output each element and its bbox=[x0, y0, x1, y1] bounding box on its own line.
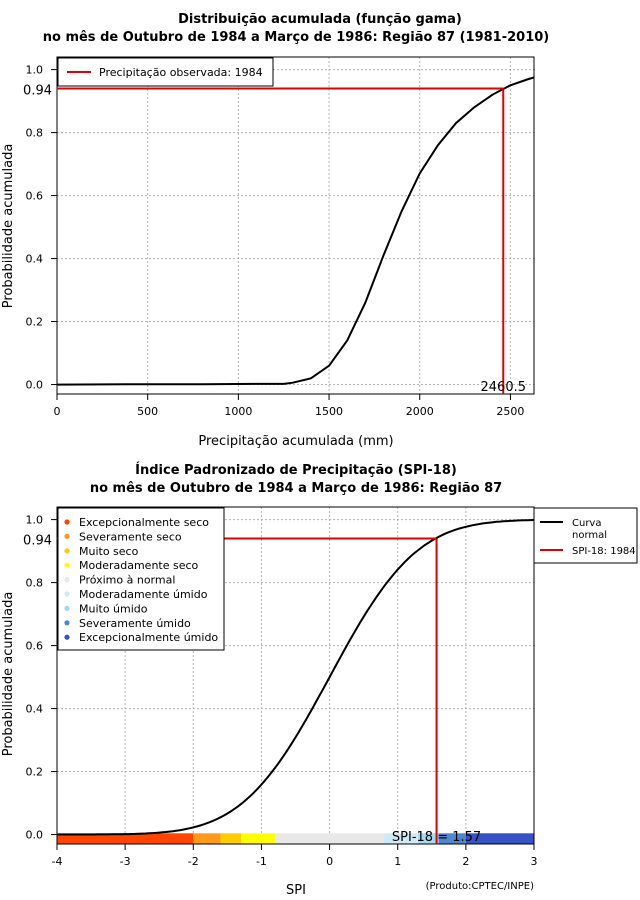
x-tick-label: 1500 bbox=[315, 405, 343, 418]
legend-marker bbox=[64, 519, 70, 525]
chart2-footer: (Produto:CPTEC/INPE) bbox=[426, 881, 534, 892]
chart2-title: Índice Padronizado de Precipitação (SPI-… bbox=[135, 462, 457, 478]
chart2-subtitle: no mês de Outubro de 1984 a Março de 198… bbox=[90, 481, 502, 496]
legend-label: Severamente seco bbox=[79, 530, 182, 543]
x-tick-label: 500 bbox=[137, 405, 158, 418]
legend-label: Moderadamente seco bbox=[79, 559, 199, 572]
legend-label: Moderadamente úmido bbox=[79, 588, 208, 601]
legend-line-label: normal bbox=[572, 530, 607, 541]
x-tick-label: 1000 bbox=[224, 405, 252, 418]
x-tick-label: 2500 bbox=[496, 405, 524, 418]
chart2-marker-y-label: 0.94 bbox=[23, 533, 52, 548]
legend-marker bbox=[64, 634, 70, 640]
chart1-grid bbox=[56, 57, 534, 394]
chart2-category-legend-box bbox=[57, 507, 225, 651]
spi-color-band bbox=[57, 833, 194, 844]
legend-marker bbox=[64, 548, 70, 554]
chart1-title: Distribuição acumulada (função gama) bbox=[178, 12, 462, 27]
x-tick-label: -1 bbox=[256, 855, 267, 868]
legend-line-label: SPI-18: 1984 bbox=[572, 546, 636, 557]
chart2-y-axis-label: Probabilidade acumulada bbox=[1, 592, 16, 757]
x-tick-label: 0 bbox=[54, 405, 61, 418]
chart2-marker-x-label: SPI-18 = 1.57 bbox=[392, 830, 481, 845]
x-tick-label: 0 bbox=[326, 855, 333, 868]
x-tick-label: -2 bbox=[188, 855, 199, 868]
y-tick-label: 0.8 bbox=[26, 127, 44, 140]
chart1-legend: Precipitação observada: 1984 bbox=[57, 57, 274, 87]
chart2-line-legend-box bbox=[533, 507, 638, 564]
x-tick-label: 1 bbox=[394, 855, 401, 868]
y-tick-label: 0.8 bbox=[26, 577, 44, 590]
spi-color-band bbox=[275, 833, 385, 844]
spi-color-band bbox=[240, 833, 276, 844]
legend-marker bbox=[64, 562, 70, 568]
y-tick-label: 0.2 bbox=[26, 766, 44, 779]
chart1-cdf-curve bbox=[56, 76, 535, 386]
y-tick-label: 0.6 bbox=[26, 640, 44, 653]
x-tick-label: -3 bbox=[120, 855, 131, 868]
chart1-marker-x-label: 2460.5 bbox=[481, 380, 527, 395]
spi-color-band bbox=[465, 833, 534, 844]
legend-marker bbox=[64, 577, 70, 583]
legend-marker bbox=[64, 591, 70, 597]
spi-color-band bbox=[220, 833, 241, 844]
spi-color-band bbox=[384, 833, 419, 844]
legend-marker bbox=[64, 605, 70, 612]
y-tick-label: 0.0 bbox=[26, 829, 44, 842]
chart2-x-axis-label: SPI bbox=[286, 883, 306, 898]
chart1-y-axis-label: Probabilidade acumulada bbox=[1, 144, 16, 309]
chart1-legend-box bbox=[57, 57, 274, 87]
x-tick-label: 3 bbox=[531, 855, 538, 868]
chart2-plot-frame bbox=[56, 506, 535, 845]
y-tick-label: 0.4 bbox=[26, 703, 44, 716]
y-tick-label: 0.2 bbox=[26, 316, 44, 329]
legend-label: Muito úmido bbox=[79, 602, 148, 615]
x-tick-label: 2000 bbox=[406, 405, 434, 418]
chart1-marker-y-label: 0.94 bbox=[23, 83, 52, 98]
x-tick-label: -4 bbox=[52, 855, 63, 868]
chart1-x-axis-label: Precipitação acumulada (mm) bbox=[198, 434, 393, 449]
chart1-subtitle: no mês de Outubro de 1984 a Março de 198… bbox=[43, 30, 550, 45]
spi-color-band bbox=[438, 833, 466, 844]
legend-label: Severamente úmido bbox=[79, 617, 191, 630]
chart2-color-bands bbox=[57, 833, 534, 844]
legend-marker bbox=[64, 533, 70, 540]
chart1-plot-frame bbox=[56, 56, 535, 395]
y-tick-label: 0.0 bbox=[26, 379, 44, 392]
x-tick-label: 2 bbox=[462, 855, 469, 868]
y-tick-label: 1.0 bbox=[26, 64, 44, 77]
spi-color-band bbox=[193, 833, 221, 844]
y-tick-label: 0.4 bbox=[26, 253, 44, 266]
y-tick-label: 0.6 bbox=[26, 190, 44, 203]
legend-label: Próximo à normal bbox=[79, 574, 175, 587]
legend-label: Excepcionalmente úmido bbox=[79, 631, 218, 644]
legend-line-label: Curva bbox=[572, 518, 601, 529]
legend-marker bbox=[64, 620, 70, 626]
spi-color-band bbox=[418, 833, 439, 844]
chart1-legend-label: Precipitação observada: 1984 bbox=[99, 66, 263, 79]
legend-label: Excepcionalmente seco bbox=[79, 516, 209, 529]
y-tick-label: 1.0 bbox=[26, 514, 44, 527]
legend-label: Muito seco bbox=[79, 545, 139, 558]
chart2-normal-curve bbox=[57, 519, 535, 836]
